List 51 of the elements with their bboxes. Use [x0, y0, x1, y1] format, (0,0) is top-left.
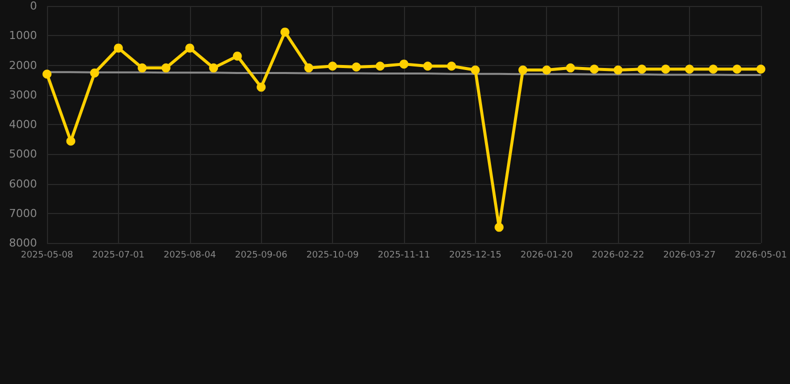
point [518, 65, 528, 74]
point [637, 64, 646, 74]
x-tick-label: 2026-02-22 [592, 250, 644, 260]
point [708, 64, 718, 74]
point [566, 63, 575, 72]
y-tick-label: 4000 [9, 118, 37, 131]
point [352, 62, 361, 72]
y-tick-label: 0 [30, 0, 37, 12]
point [328, 62, 338, 71]
point [232, 52, 242, 61]
point [376, 62, 385, 71]
point [756, 64, 766, 74]
point [732, 64, 742, 74]
x-tick-label: 2025-09-06 [235, 250, 288, 260]
point [161, 63, 170, 72]
y-tick-label: 8000 [9, 236, 37, 250]
y-tick-label: 1000 [9, 29, 37, 42]
point [42, 70, 52, 79]
x-tick-label: 2025-11-11 [378, 250, 430, 260]
point [280, 28, 290, 37]
point [399, 60, 408, 69]
y-tick-label: 2000 [9, 58, 37, 72]
point [209, 63, 218, 72]
point [470, 65, 480, 74]
y-tick-label: 3000 [9, 88, 37, 102]
point [185, 44, 194, 53]
point [114, 44, 123, 53]
x-tick-label: 2026-01-20 [520, 250, 574, 260]
x-tick-label: 2025-08-04 [164, 250, 216, 260]
x-tick-label: 2026-05-01 [734, 250, 788, 260]
point [542, 65, 552, 74]
point [90, 68, 100, 78]
point [447, 62, 456, 71]
x-tick-label: 2026-03-27 [663, 250, 716, 260]
point [304, 63, 314, 72]
point [256, 82, 266, 92]
y-tick-label: 7000 [9, 206, 37, 220]
x-tick-label: 2025-10-09 [306, 250, 359, 260]
y-tick-label: 6000 [9, 177, 37, 190]
point [590, 64, 599, 74]
y-tick-label: 5000 [9, 148, 37, 161]
point [614, 65, 623, 74]
point [661, 64, 670, 74]
point [684, 64, 694, 74]
x-tick-label: 2025-12-15 [449, 250, 502, 260]
point [138, 63, 147, 72]
point [423, 62, 432, 71]
x-tick-label: 2025-07-01 [92, 250, 145, 260]
point [494, 222, 504, 232]
point [66, 136, 76, 146]
x-tick-label: 2025-05-08 [20, 250, 74, 260]
